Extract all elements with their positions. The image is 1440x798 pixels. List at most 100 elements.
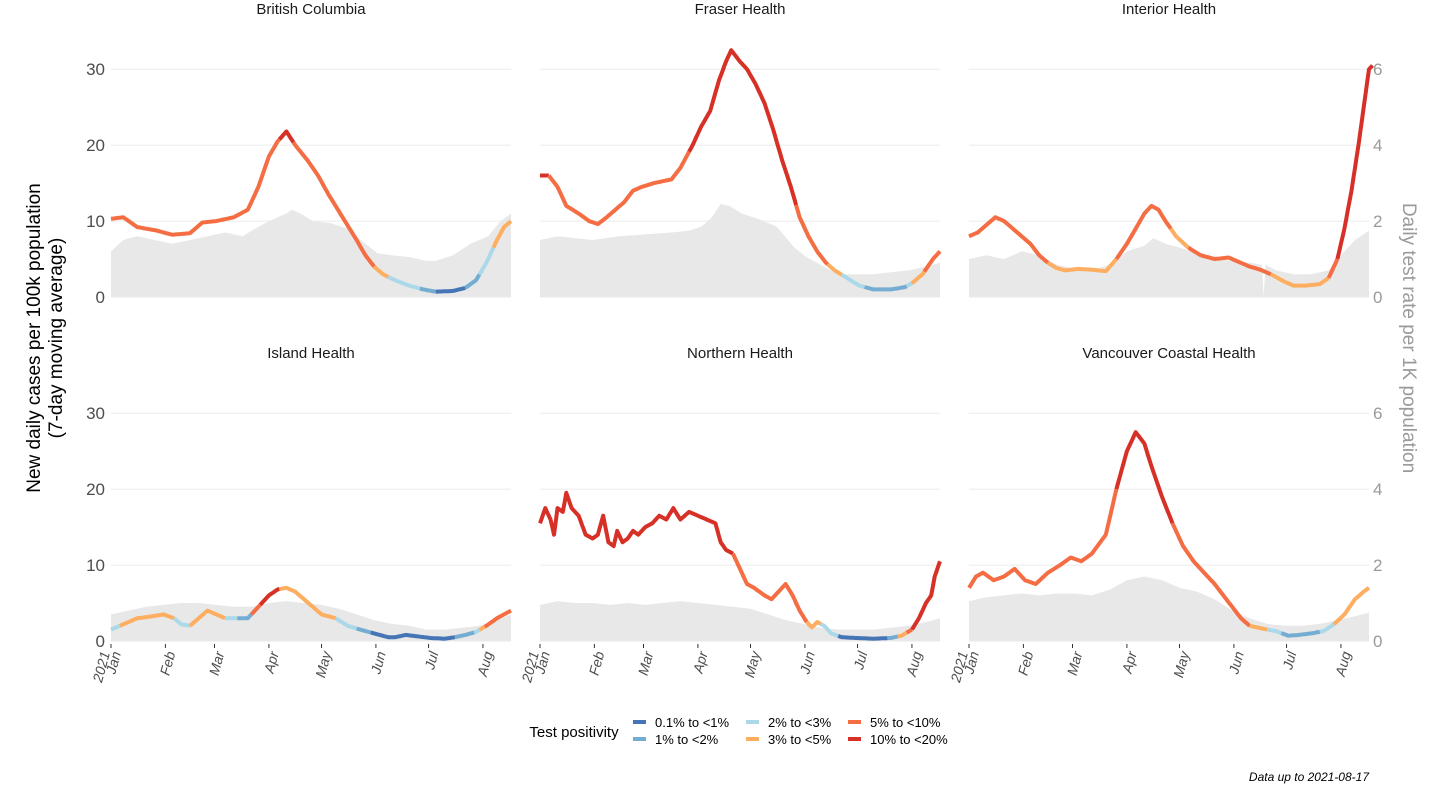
x-tick-label: Jul <box>850 649 871 672</box>
test-rate-area <box>969 576 1369 641</box>
case-line-segment <box>473 628 481 635</box>
case-line-segment <box>334 616 358 631</box>
case-line-segment <box>477 246 496 276</box>
case-line-segment <box>887 634 899 641</box>
panel-title: Interior Health <box>1122 1 1216 18</box>
case-line-segment <box>840 273 866 289</box>
case-line-segment <box>967 488 1119 589</box>
case-line-segment <box>1332 586 1371 626</box>
x-tick-label: Feb <box>157 649 179 677</box>
x-tick-label: Mar <box>635 648 657 677</box>
x-tick-label: Aug <box>474 649 496 678</box>
case-line-segment <box>1046 257 1118 274</box>
case-line-segment <box>1114 430 1175 525</box>
test-rate-area <box>111 209 511 297</box>
case-line-segment <box>110 138 281 237</box>
case-line-segment <box>1187 245 1272 277</box>
panel: Fraser Health <box>539 1 942 298</box>
y2-tick-label: 0 <box>1373 632 1382 651</box>
y-tick-label: 0 <box>96 632 105 651</box>
case-line-segment <box>279 585 337 621</box>
x-tick-label: Aug <box>1332 649 1354 678</box>
y-tick-label: 20 <box>86 480 105 499</box>
y-tick-label: 20 <box>86 136 105 155</box>
case-line-segment <box>1326 258 1340 279</box>
y-tick-label: 10 <box>86 556 105 575</box>
case-line-segment <box>538 490 734 556</box>
case-line-segment <box>1266 627 1283 635</box>
y2-tick-label: 4 <box>1373 480 1382 499</box>
secondary-y-axis-title: Daily test rate per 1K population <box>1398 203 1419 473</box>
y-tick-label: 10 <box>86 212 105 231</box>
x-tick-label: Jan <box>531 649 553 676</box>
y2-tick-label: 2 <box>1373 212 1382 231</box>
case-line-segment <box>794 204 830 266</box>
panel-title: Northern Health <box>687 345 793 362</box>
case-line-segment <box>188 608 226 628</box>
x-tick-label: Apr <box>260 648 282 675</box>
case-line-segment <box>291 141 376 268</box>
case-line-segment <box>172 616 191 628</box>
case-line-segment <box>1335 64 1374 260</box>
case-line-segment <box>1249 623 1268 632</box>
legend-item: 3% to <5% <box>746 732 832 747</box>
x-tick-label: Apr <box>1118 648 1140 675</box>
y2-tick-label: 6 <box>1373 404 1382 423</box>
case-line-segment <box>826 262 843 277</box>
case-line-segment <box>435 285 466 294</box>
x-tick-label: Mar <box>1064 648 1086 677</box>
case-line-segment <box>419 286 436 294</box>
x-tick-label: Jan <box>102 649 124 676</box>
panel-title: Vancouver Coastal Health <box>1082 345 1255 362</box>
y-tick-label: 30 <box>86 404 105 423</box>
x-tick-label: Aug <box>903 649 925 678</box>
case-line-segment <box>237 613 253 621</box>
y2-tick-label: 0 <box>1373 288 1382 307</box>
test-rate-area <box>540 601 940 641</box>
x-tick-label: Jun <box>796 649 818 676</box>
x-tick-label: Feb <box>586 649 608 677</box>
x-tick-label: Jun <box>367 649 389 676</box>
panel: British Columbia 0 10 20 30 <box>86 1 513 307</box>
legend-item: 5% to <10% <box>848 715 941 730</box>
case-line-segment <box>110 623 121 632</box>
y-tick-label: 0 <box>96 288 105 307</box>
legend-label: 10% to <20% <box>870 732 948 747</box>
legend-item: 2% to <3% <box>746 715 832 730</box>
case-line-segment <box>1269 272 1330 288</box>
case-line-segment <box>372 265 390 279</box>
case-line-segment <box>258 587 280 607</box>
legend-label: 1% to <2% <box>655 732 719 747</box>
x-tick-label: Feb <box>1015 649 1037 677</box>
y-tick-label: 30 <box>86 60 105 79</box>
case-line-segment <box>464 273 482 290</box>
legend: Test positivity 0.1% to <1% 1% to <2% 2% t… <box>529 715 948 747</box>
case-line-segment <box>897 630 908 639</box>
panel-title: British Columbia <box>256 1 366 18</box>
case-line-segment <box>910 560 942 631</box>
legend-label: 5% to <10% <box>870 715 941 730</box>
legend-label: 2% to <3% <box>768 715 832 730</box>
case-line-segment <box>687 48 799 206</box>
case-line-segment <box>819 622 839 638</box>
panel: Interior Health 0 2 4 6 <box>968 1 1382 307</box>
case-line-segment <box>491 219 513 249</box>
x-tick-label: Jul <box>421 649 442 672</box>
x-tick-label: May <box>1170 649 1193 680</box>
case-line-segment <box>1319 622 1335 634</box>
case-line-segment <box>905 281 913 288</box>
case-line-segment <box>277 129 296 144</box>
x-tick-label: Apr <box>689 648 711 675</box>
caption: Data up to 2021-08-17 <box>1249 770 1370 784</box>
legend-item: 10% to <20% <box>848 732 948 747</box>
x-tick-label: May <box>741 649 764 680</box>
case-line-segment <box>1114 203 1173 261</box>
case-line-segment <box>1280 629 1321 638</box>
legend-items: 0.1% to <1% 1% to <2% 2% to <3% 3% to <5% 5%… <box>633 715 948 747</box>
case-line-segment <box>478 625 486 632</box>
case-line-segment <box>355 626 372 635</box>
y2-tick-label: 6 <box>1373 60 1382 79</box>
